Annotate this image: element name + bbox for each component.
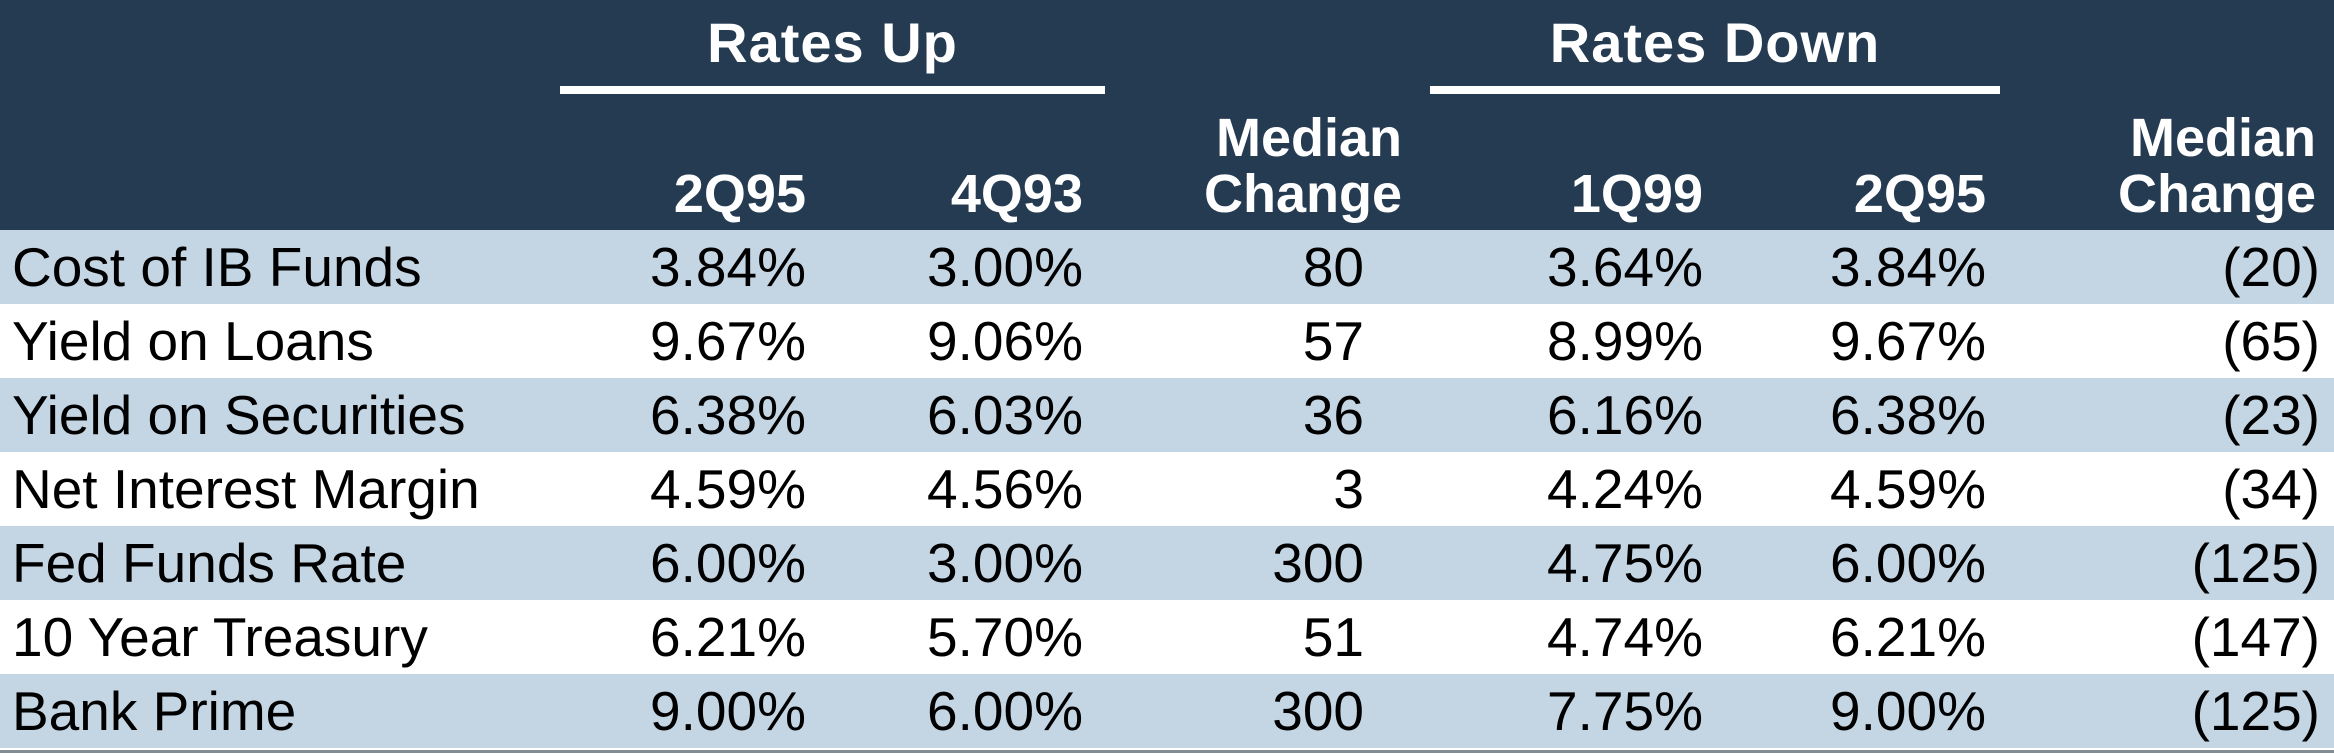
cell-up-4q93: 3.00% — [927, 532, 1083, 594]
row-label: Cost of IB Funds — [12, 236, 422, 298]
row-label: Bank Prime — [12, 680, 297, 742]
table-row: 10 Year Treasury 6.21% 5.70% 51 4.74% 6.… — [0, 600, 2334, 674]
cell-down-2q95: 6.21% — [1830, 606, 1986, 668]
row-label: 10 Year Treasury — [12, 606, 428, 668]
cell-down-median: (65) — [2222, 310, 2320, 372]
table-row: Yield on Securities 6.38% 6.03% 36 6.16%… — [0, 378, 2334, 452]
cell-down-median: (125) — [2191, 532, 2320, 594]
cell-down-median: (125) — [2191, 680, 2320, 742]
col-header-up-2q95: 2Q95 — [673, 164, 806, 224]
cell-up-2q95: 3.84% — [650, 236, 806, 298]
row-label: Fed Funds Rate — [12, 532, 407, 594]
col-header-down-2q95: 2Q95 — [1853, 164, 1986, 224]
cell-down-2q95: 3.84% — [1830, 236, 1986, 298]
cell-down-2q95: 6.38% — [1830, 384, 1986, 446]
cell-down-2q95: 4.59% — [1830, 458, 1986, 520]
cell-up-median: 51 — [1302, 606, 1364, 668]
cell-down-median: (23) — [2222, 384, 2320, 446]
cell-down-1q99: 4.74% — [1547, 606, 1703, 668]
table-header: Rates Up 2Q95 4Q93 Median Change Rates D… — [0, 0, 2334, 230]
col-header-up-4q93: 4Q93 — [950, 164, 1083, 224]
table-row: Fed Funds Rate 6.00% 3.00% 300 4.75% 6.0… — [0, 526, 2334, 600]
table-row: Yield on Loans 9.67% 9.06% 57 8.99% 9.67… — [0, 304, 2334, 378]
cell-down-median: (20) — [2222, 236, 2320, 298]
cell-up-median: 36 — [1302, 384, 1364, 446]
cell-up-median: 57 — [1302, 310, 1364, 372]
cell-up-4q93: 6.00% — [927, 680, 1083, 742]
col-header-down-1q99: 1Q99 — [1570, 164, 1703, 224]
cell-up-2q95: 4.59% — [650, 458, 806, 520]
cell-up-4q93: 4.56% — [927, 458, 1083, 520]
cell-up-2q95: 6.38% — [650, 384, 806, 446]
rates-up-title: Rates Up — [707, 11, 958, 74]
row-label: Yield on Loans — [12, 310, 374, 372]
cell-down-2q95: 9.00% — [1830, 680, 1986, 742]
table-row: Net Interest Margin 4.59% 4.56% 3 4.24% … — [0, 452, 2334, 526]
table-bottom-rule — [0, 748, 2334, 756]
cell-up-2q95: 9.00% — [650, 680, 806, 742]
cell-down-1q99: 7.75% — [1547, 680, 1703, 742]
cell-down-median: (147) — [2191, 606, 2320, 668]
rates-up-underline — [560, 86, 1105, 94]
cell-up-median: 80 — [1302, 236, 1364, 298]
rates-down-underline — [1430, 86, 2000, 94]
table-row: Bank Prime 9.00% 6.00% 300 7.75% 9.00% (… — [0, 674, 2334, 748]
cell-up-median: 300 — [1272, 532, 1364, 594]
row-label: Yield on Securities — [12, 384, 466, 446]
cell-down-1q99: 4.75% — [1547, 532, 1703, 594]
cell-up-median: 3 — [1333, 458, 1364, 520]
cell-down-median: (34) — [2222, 458, 2320, 520]
table-row: Cost of IB Funds 3.84% 3.00% 80 3.64% 3.… — [0, 230, 2334, 304]
cell-up-4q93: 5.70% — [927, 606, 1083, 668]
cell-up-2q95: 9.67% — [650, 310, 806, 372]
cell-down-2q95: 6.00% — [1830, 532, 1986, 594]
cell-down-1q99: 6.16% — [1547, 384, 1703, 446]
cell-up-2q95: 6.21% — [650, 606, 806, 668]
cell-down-1q99: 3.64% — [1547, 236, 1703, 298]
cell-up-4q93: 3.00% — [927, 236, 1083, 298]
cell-up-4q93: 6.03% — [927, 384, 1083, 446]
cell-down-1q99: 4.24% — [1547, 458, 1703, 520]
rates-down-group: Rates Down 1Q99 2Q95 — [1430, 0, 2000, 230]
header-spacer — [0, 0, 560, 230]
cell-up-4q93: 9.06% — [927, 310, 1083, 372]
row-label: Net Interest Margin — [12, 458, 480, 520]
table-body: Cost of IB Funds 3.84% 3.00% 80 3.64% 3.… — [0, 230, 2334, 748]
col-header-up-median-change: Median Change — [1203, 108, 1402, 224]
cell-up-median: 300 — [1272, 680, 1364, 742]
rates-down-title: Rates Down — [1549, 11, 1881, 74]
cell-up-2q95: 6.00% — [650, 532, 806, 594]
rates-up-group: Rates Up 2Q95 4Q93 — [560, 0, 1105, 230]
col-header-down-median-change: Median Change — [2117, 108, 2316, 224]
cell-down-2q95: 9.67% — [1830, 310, 1986, 372]
cell-down-1q99: 8.99% — [1547, 310, 1703, 372]
